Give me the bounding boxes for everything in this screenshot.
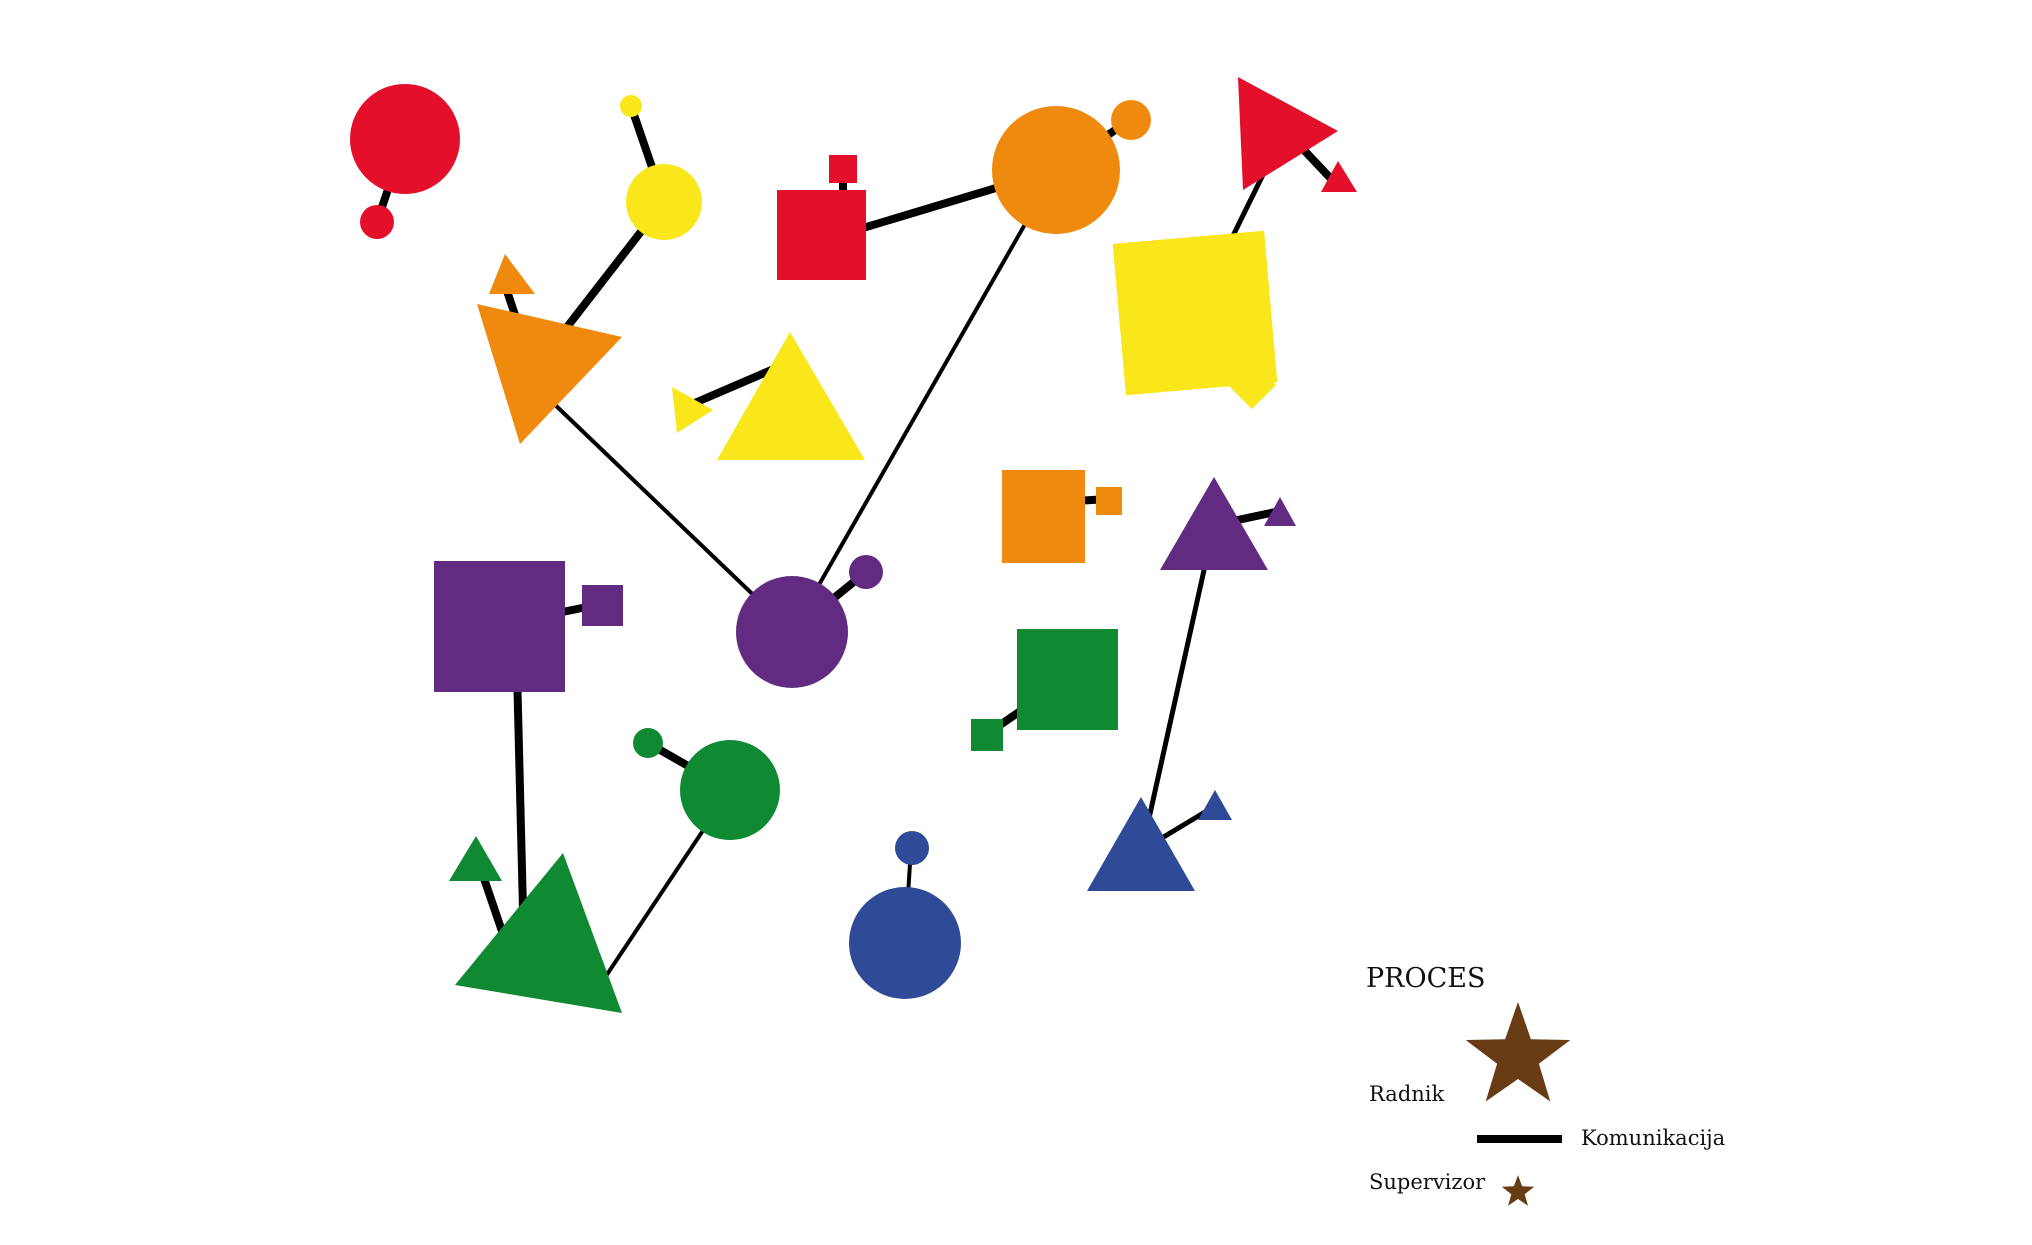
small-brown-star-icon [1501,1175,1535,1206]
yellow-square-large [1112,230,1278,396]
purple-square-large [434,561,565,692]
orange-square-large [1002,470,1085,563]
blue-triangle-large [1087,797,1195,891]
yellow-square-small [1228,360,1276,409]
green-triangle-small [449,836,502,881]
red-triangle-large [1238,77,1338,190]
red-circle-large [350,84,460,194]
orange-triangle-small [489,254,535,294]
yellow-triangle-small [672,387,713,433]
orange-square-small [1096,487,1122,515]
large-brown-star-icon [1465,1002,1571,1102]
legend-supervisor-label: Supervizor [1369,1170,1486,1194]
red-square-large [777,190,866,280]
purple-triangle-small [1264,497,1296,526]
orange-triangle-large [477,304,622,444]
legend-title: PROCES [1366,963,1486,994]
red-circle-small [360,205,394,239]
blue-triangle-small [1198,790,1232,820]
green-circle-small [633,728,663,758]
process-nodes [350,77,1357,1013]
red-triangle-small [1321,161,1357,192]
link-orange-circle-purple-circle [790,168,1058,634]
purple-circle-large [736,576,848,688]
green-triangle-large [455,853,622,1013]
yellow-triangle-large [717,332,865,460]
legend-communication-label: Komunikacija [1581,1126,1725,1150]
purple-square-small [582,585,623,626]
blue-circle-small [895,831,929,865]
purple-circle-small [849,555,883,589]
orange-circle-small [1111,100,1151,140]
red-square-small [829,155,857,183]
green-circle-large [680,740,780,840]
link-purple-triangle-blue-triangle [1139,522,1217,853]
legend: PROCES Radnik Komunikacija Supervizor [1366,963,1725,1206]
purple-triangle-large [1160,477,1268,570]
green-square-small [971,719,1003,751]
blue-circle-large [849,887,961,999]
orange-circle-large [992,106,1120,234]
green-square-large [1017,629,1118,730]
yellow-circle-small [620,95,642,117]
yellow-circle-large [626,164,702,240]
legend-worker-label: Radnik [1369,1082,1444,1106]
